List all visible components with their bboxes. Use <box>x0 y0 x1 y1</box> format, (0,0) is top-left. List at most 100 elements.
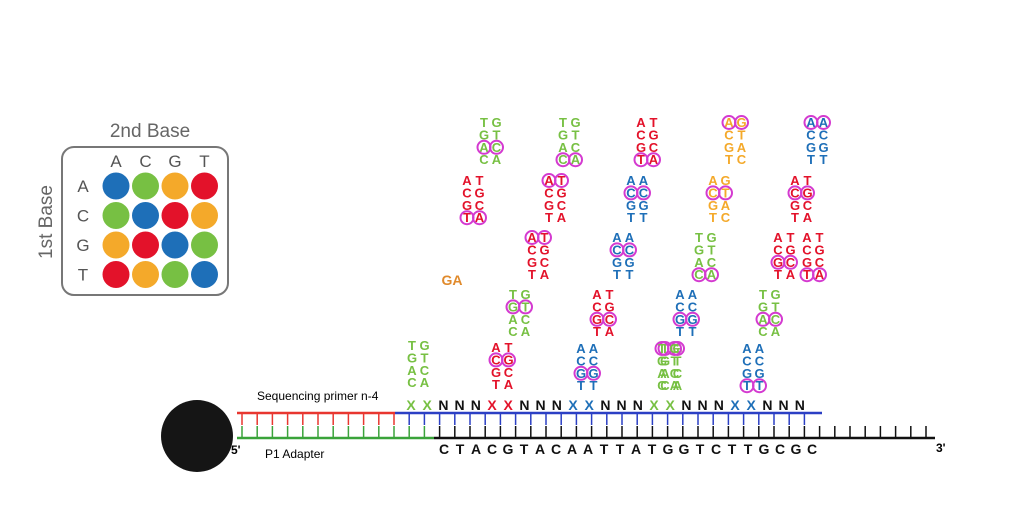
probe-base: T <box>480 115 488 130</box>
probe-base: C <box>708 185 718 200</box>
matrix-dot <box>102 261 130 288</box>
probe-base: G <box>669 341 679 356</box>
probe-base: C <box>649 140 659 155</box>
probe-base: A <box>708 173 718 188</box>
probe-base: T <box>743 378 751 393</box>
probe-base: T <box>774 267 782 282</box>
probe-base: T <box>738 127 746 142</box>
probe-base: G <box>790 198 800 213</box>
probe-base: C <box>625 242 635 257</box>
primer-x-base: X <box>649 397 659 413</box>
probe-base: C <box>626 185 636 200</box>
template-base: C <box>439 441 449 457</box>
matrix-dot <box>191 172 218 200</box>
probe-base: G <box>588 366 598 381</box>
matrix-dot <box>161 261 189 288</box>
primer-ticks <box>241 413 806 425</box>
probe-base: A <box>544 173 554 188</box>
probe: T GG TA CC A <box>755 287 783 339</box>
matrix-row-label: G <box>76 236 89 255</box>
probe-base: T <box>421 350 429 365</box>
probe-highlight <box>554 173 569 188</box>
probe-base: G <box>770 287 780 302</box>
probe-base: G <box>754 366 764 381</box>
probe: T GG TA CC A <box>407 338 430 390</box>
probe-base: C <box>540 255 550 270</box>
template-base: A <box>583 441 593 457</box>
probe-base: T <box>606 287 614 302</box>
probe-base: C <box>508 324 518 339</box>
probe-base: G <box>708 198 718 213</box>
probe-base: A <box>755 341 765 356</box>
probe-base: A <box>612 230 622 245</box>
probe-base: G <box>660 353 670 368</box>
primer-n-base: N <box>617 397 627 413</box>
probe-ladders: T GG TA CC AA TC GG CT AT GG TA CC AA TC GG CT AA TC GG CT A… <box>407 115 831 394</box>
probe-base: G <box>736 115 746 130</box>
probe-base: C <box>688 299 698 314</box>
matrix-dot <box>161 231 189 259</box>
probe: A TC GG CT A <box>787 173 815 225</box>
probe-base: G <box>407 350 417 365</box>
probe-base: A <box>492 152 502 167</box>
probe-base: T <box>791 210 799 225</box>
probe: A AC CG GT T <box>573 341 601 393</box>
probe-base: T <box>528 267 536 282</box>
probe-base: T <box>626 267 634 282</box>
probe-base: G <box>648 127 658 142</box>
probe-base: C <box>504 365 514 380</box>
probe-base: A <box>592 287 602 302</box>
probe-base: G <box>636 140 646 155</box>
probe-base: T <box>709 210 717 225</box>
probe: A GC TG AT C <box>721 115 749 167</box>
probe-base: A <box>724 115 734 130</box>
probe-base: T <box>807 152 815 167</box>
primer-x-base: X <box>666 397 676 413</box>
probe-base: C <box>803 198 813 213</box>
probe: A TC GG CT A <box>633 115 661 168</box>
probe: T GG TA CC A <box>657 341 685 393</box>
template-base: C <box>775 441 785 457</box>
matrix-row-label: A <box>77 177 89 196</box>
probe-base: T <box>476 173 484 188</box>
probe-highlight <box>685 311 700 327</box>
primer-n-base: N <box>600 397 610 413</box>
probe-base: T <box>689 324 697 339</box>
primer-n-base: N <box>762 397 772 413</box>
probe-base: G <box>638 198 648 213</box>
primer-n-base: N <box>519 397 529 413</box>
probe-base: T <box>505 340 513 355</box>
matrix-dot <box>102 231 130 259</box>
probe-base: A <box>626 173 636 188</box>
probe-base: G <box>773 255 783 270</box>
adapter-label: P1 Adapter <box>265 447 324 461</box>
probe-base: A <box>802 230 812 245</box>
template-base: T <box>728 441 737 457</box>
probe-base: T <box>558 173 566 188</box>
probe-base: T <box>463 210 471 225</box>
probe-base: A <box>491 340 501 355</box>
probe-base: C <box>521 312 531 327</box>
matrix-dot <box>102 202 130 229</box>
template-base: T <box>648 441 657 457</box>
probe-base: C <box>475 198 485 213</box>
probe-base: A <box>605 324 615 339</box>
probe-base: T <box>661 341 669 356</box>
probe-base: T <box>640 210 648 225</box>
probe-base: G <box>508 299 518 314</box>
probe: T GG TA CC A <box>476 115 504 167</box>
probe-base: G <box>462 198 472 213</box>
probe-highlight <box>518 299 533 315</box>
probe-base: C <box>721 210 731 225</box>
probe-base: T <box>676 324 684 339</box>
probe-base: C <box>786 255 796 270</box>
probe-base: G <box>520 287 530 302</box>
probe-base: T <box>658 341 666 356</box>
probe-base: C <box>612 242 622 257</box>
probe-base: C <box>802 242 812 257</box>
extra-dinucleotide-label: GA <box>442 272 463 288</box>
probe-base: C <box>576 353 586 368</box>
probe-base: C <box>771 312 781 327</box>
probe-base: C <box>819 127 829 142</box>
probe-base: G <box>626 198 636 213</box>
